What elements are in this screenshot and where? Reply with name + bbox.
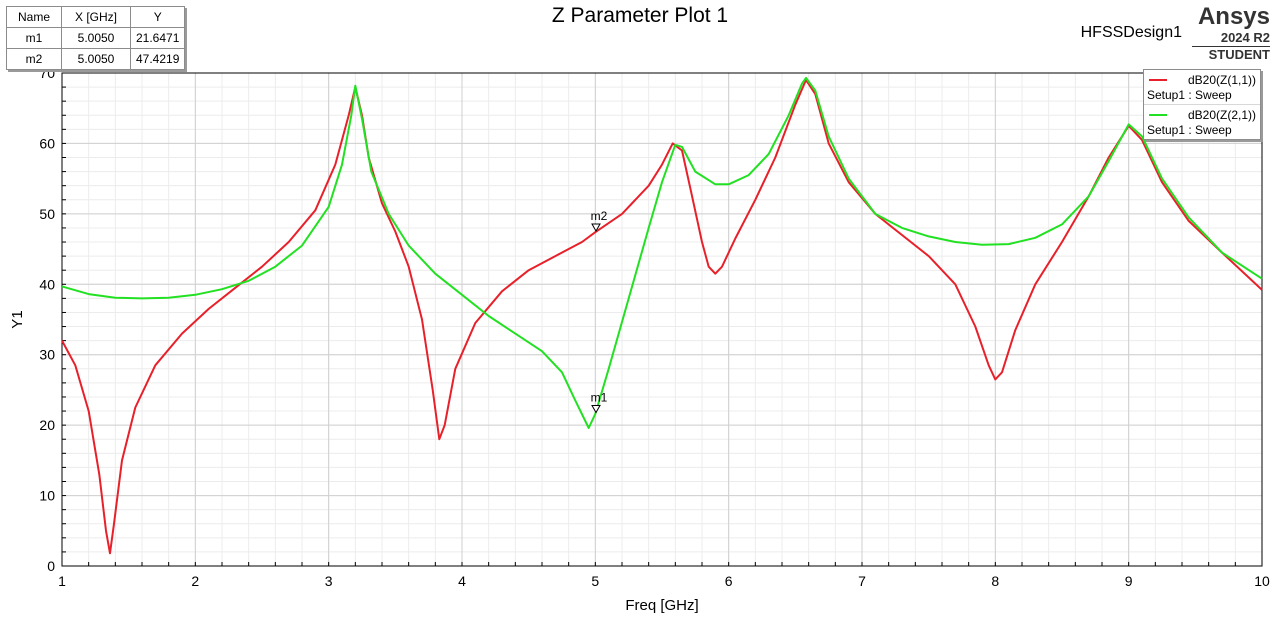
series-line-z21 <box>61 76 1263 429</box>
marker-x-value: 5.0050 <box>61 48 131 70</box>
brand-edition: STUDENT <box>1208 47 1270 62</box>
marker-name: m2 <box>6 48 62 70</box>
marker-x-value: 5.0050 <box>61 27 131 49</box>
marker-y-value: 47.4219 <box>129 48 186 70</box>
plot-frame <box>61 72 1263 567</box>
marker-label-m2: m2 <box>591 209 608 223</box>
x-tick-label: 1 <box>58 573 66 589</box>
y-axis-label: Y1 <box>9 310 26 328</box>
chart-title: Z Parameter Plot 1 <box>551 4 729 27</box>
y-tick-label: 20 <box>39 417 55 433</box>
series-line-z11 <box>61 79 1263 555</box>
design-name: HFSSDesign1 <box>1080 24 1182 41</box>
x-tick-label: 3 <box>325 573 333 589</box>
marker-m2 <box>591 223 601 233</box>
legend-entry-z11[interactable]: dB20(Z(1,1)) Setup1 : Sweep <box>1144 70 1260 105</box>
legend-swatch-z21 <box>1149 114 1167 116</box>
y-tick-label: 40 <box>39 276 55 292</box>
legend-entry-z21[interactable]: dB20(Z(2,1)) Setup1 : Sweep <box>1144 105 1260 139</box>
marker-name: m1 <box>6 27 62 49</box>
y-tick-label: 0 <box>47 558 55 574</box>
y-tick-label: 10 <box>39 488 55 504</box>
legend[interactable]: dB20(Z(1,1)) Setup1 : Sweep dB20(Z(2,1))… <box>1143 69 1261 140</box>
marker-table-header-name: Name <box>6 6 62 28</box>
y-tick-label: 30 <box>39 347 55 363</box>
x-tick-label: 9 <box>1125 573 1133 589</box>
legend-label-z11: dB20(Z(1,1)) <box>1187 73 1256 87</box>
marker-table: Name X [GHz] Y m1 5.0050 21.6471 m2 5.00… <box>6 6 186 70</box>
x-tick-label: 6 <box>725 573 733 589</box>
marker-table-header-y: Y <box>129 6 186 28</box>
marker-label-m1: m1 <box>591 391 608 405</box>
brand-name: Ansys <box>1197 3 1270 30</box>
brand-version: 2024 R2 <box>1192 30 1270 47</box>
x-tick-label: 8 <box>991 573 999 589</box>
brand-block: Ansys 2024 R2 STUDENT <box>1192 4 1270 63</box>
x-tick-label: 2 <box>191 573 199 589</box>
x-tick-label: 7 <box>858 573 866 589</box>
legend-sub-z11: Setup1 : Sweep <box>1147 88 1232 102</box>
x-tick-label: 4 <box>458 573 466 589</box>
marker-table-row[interactable]: m1 5.0050 21.6471 <box>6 27 186 49</box>
x-tick-label: 10 <box>1254 573 1270 589</box>
legend-sub-z21: Setup1 : Sweep <box>1147 123 1232 137</box>
legend-swatch-z11 <box>1149 79 1167 81</box>
marker-table-header-x: X [GHz] <box>61 6 131 28</box>
y-tick-label: 60 <box>39 135 55 151</box>
y-tick-label: 50 <box>39 206 55 222</box>
x-tick-label: 5 <box>591 573 599 589</box>
x-axis-label: Freq [GHz] <box>625 597 698 614</box>
legend-label-z21: dB20(Z(2,1)) <box>1187 108 1256 122</box>
marker-y-value: 21.6471 <box>129 27 186 49</box>
marker-table-row[interactable]: m2 5.0050 47.4219 <box>6 48 186 70</box>
marker-m1 <box>591 405 601 414</box>
